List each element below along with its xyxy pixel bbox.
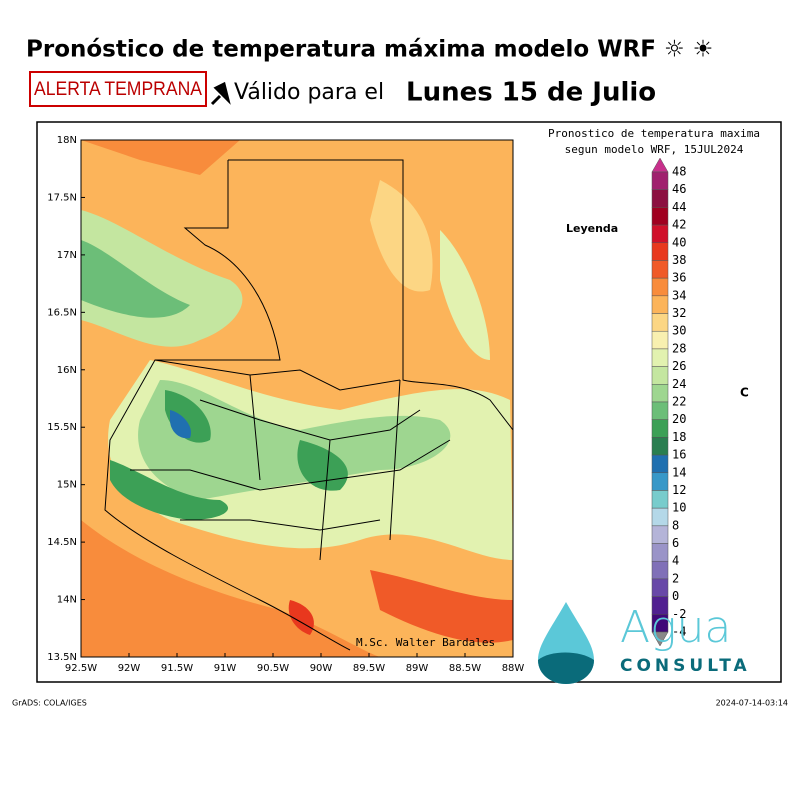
colorbar-label: 42 (672, 218, 686, 232)
x-tick-label: 92W (118, 663, 141, 674)
x-tick-label: 88.5W (449, 663, 481, 674)
title: Pronóstico de temperatura máxima modelo … (26, 37, 713, 63)
footer-left: GrADS: COLA/IGES (12, 699, 87, 708)
pin-icon (210, 81, 231, 106)
colorbar-label: 16 (672, 448, 686, 462)
colorbar-label: 30 (672, 324, 686, 338)
x-tick-label: 89.5W (353, 663, 385, 674)
logo: ALERTA TEMPRANA (34, 79, 202, 100)
colorbar-band (651, 366, 669, 385)
brand-name: Agua (620, 602, 731, 653)
colorbar-label: 6 (672, 536, 679, 550)
colorbar: 4846444240383634323028262422201816141210… (651, 157, 686, 647)
colorbar-label: 20 (672, 412, 686, 426)
colorbar-label: 18 (672, 430, 686, 444)
credit: M.Sc. Walter Bardales (356, 636, 495, 649)
colorbar-band (651, 242, 669, 261)
y-tick-label: 15.5N (47, 422, 77, 433)
colorbar-band (651, 277, 669, 297)
colorbar-band (651, 224, 669, 244)
colorbar-label: 38 (672, 253, 686, 267)
colorbar-label: 4 (672, 554, 679, 568)
colorbar-label: 28 (672, 341, 686, 355)
x-tick-label: 89W (406, 663, 429, 674)
colorbar-band (651, 490, 669, 509)
colorbar-label: 14 (672, 465, 686, 479)
colorbar-band (651, 348, 669, 367)
colorbar-label: 0 (672, 589, 679, 603)
colorbar-label: -2 (672, 607, 686, 621)
colorbar-label: 40 (672, 235, 686, 249)
colorbar-band (651, 330, 669, 350)
colorbar-label: 12 (672, 483, 686, 497)
colorbar-band (651, 525, 669, 544)
x-tick-label: 92.5W (65, 663, 97, 674)
legend-label: Leyenda (566, 222, 618, 235)
map-border (80, 139, 514, 658)
colorbar-label: 36 (672, 271, 686, 285)
colorbar-label: 22 (672, 395, 686, 409)
colorbar-band (651, 472, 669, 491)
map-title-1: Pronostico de temperatura maxima (548, 127, 760, 140)
valid-prefix: Válido para el (234, 80, 384, 105)
colorbar-label: 24 (672, 377, 686, 391)
colorbar-band (651, 260, 669, 279)
colorbar-band (651, 313, 669, 332)
colorbar-label: 44 (672, 200, 686, 214)
colorbar-band (651, 507, 669, 527)
x-tick-label: 90.5W (257, 663, 289, 674)
temperature-field (81, 140, 514, 657)
borders (104, 159, 514, 651)
colorbar-band (651, 543, 669, 562)
colorbar-band (651, 189, 669, 208)
y-tick-label: 16N (57, 365, 77, 376)
y-tick-label: 14.5N (47, 537, 77, 548)
colorbar-band (651, 437, 669, 456)
colorbar-label: 48 (672, 165, 686, 179)
colorbar-cap (651, 631, 669, 647)
footer-right: 2024-07-14-03:14 (716, 699, 788, 708)
x-tick-label: 88W (502, 663, 525, 674)
y-tick-label: 15N (57, 480, 77, 491)
y-tick-label: 17.5N (47, 192, 77, 203)
y-tick-label: 18N (57, 135, 77, 146)
x-tick-label: 90W (310, 663, 333, 674)
y-tick-label: 13.5N (47, 652, 77, 663)
axes: 92.5W 92W 91.5W 91W 90.5W 90W 89.5W 89W 88.5W 88W… (47, 135, 524, 674)
x-tick-label: 91W (214, 663, 237, 674)
unit: C (740, 386, 749, 400)
colorbar-band (651, 578, 669, 597)
colorbar-band (651, 171, 669, 190)
colorbar-band (651, 560, 669, 580)
colorbar-label: 8 (672, 518, 679, 532)
colorbar-label: 2 (672, 571, 679, 585)
colorbar-label: -4 (672, 625, 686, 639)
colorbar-label: 32 (672, 306, 686, 320)
colorbar-label: 34 (672, 288, 686, 302)
y-tick-label: 16.5N (47, 307, 77, 318)
colorbar-label: 10 (672, 501, 686, 515)
valid-date: Lunes 15 de Julio (406, 78, 656, 108)
logo-box (29, 71, 207, 107)
y-tick-label: 17N (57, 250, 77, 261)
colorbar-band (651, 419, 669, 438)
colorbar-band (651, 295, 669, 314)
colorbar-band (651, 207, 669, 226)
brand-subname: CONSULTA (620, 656, 751, 676)
brand-logo (538, 602, 594, 684)
colorbar-band (651, 454, 669, 474)
colorbar-band (651, 401, 669, 420)
colorbar-band (651, 384, 669, 403)
x-tick-label: 91.5W (161, 663, 193, 674)
colorbar-label: 46 (672, 182, 686, 196)
colorbar-label: 26 (672, 359, 686, 373)
y-tick-label: 14N (57, 595, 77, 606)
map-title-2: segun modelo WRF, 15JUL2024 (565, 143, 744, 156)
